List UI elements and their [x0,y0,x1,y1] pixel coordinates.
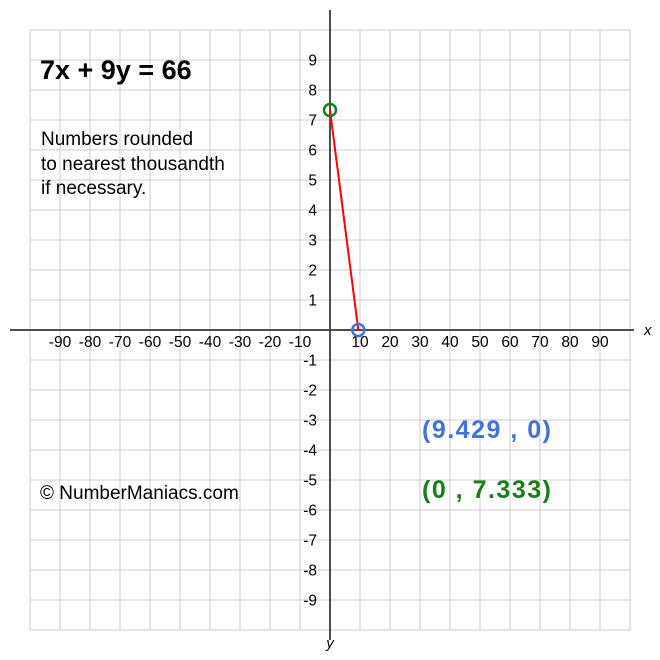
svg-text:x: x [643,322,652,339]
svg-text:-8: -8 [303,563,317,580]
svg-text:8: 8 [308,83,317,100]
svg-text:-1: -1 [303,353,317,370]
svg-text:-7: -7 [303,533,317,550]
svg-text:30: 30 [411,334,429,351]
svg-text:-80: -80 [79,334,102,351]
svg-text:-50: -50 [169,334,192,351]
svg-text:-10: -10 [289,334,312,351]
svg-text:7: 7 [308,113,317,130]
svg-text:9: 9 [308,53,317,70]
svg-text:-40: -40 [199,334,222,351]
svg-text:6: 6 [308,143,317,160]
svg-text:-9: -9 [303,593,317,610]
svg-text:90: 90 [591,334,609,351]
svg-text:20: 20 [381,334,399,351]
svg-text:-3: -3 [303,413,317,430]
svg-text:80: 80 [561,334,579,351]
svg-text:50: 50 [471,334,489,351]
svg-text:-2: -2 [303,383,317,400]
svg-text:5: 5 [308,173,317,190]
svg-text:4: 4 [308,203,317,220]
svg-text:3: 3 [308,233,317,250]
svg-text:1: 1 [308,293,317,310]
svg-text:40: 40 [441,334,459,351]
svg-text:-6: -6 [303,503,317,520]
svg-text:-30: -30 [229,334,252,351]
svg-text:-60: -60 [139,334,162,351]
svg-text:y: y [325,635,335,652]
svg-text:-4: -4 [303,443,317,460]
svg-text:-20: -20 [259,334,282,351]
svg-text:60: 60 [501,334,519,351]
svg-text:-70: -70 [109,334,132,351]
svg-text:-90: -90 [49,334,72,351]
svg-text:70: 70 [531,334,549,351]
svg-text:2: 2 [308,263,317,280]
svg-text:-5: -5 [303,473,317,490]
